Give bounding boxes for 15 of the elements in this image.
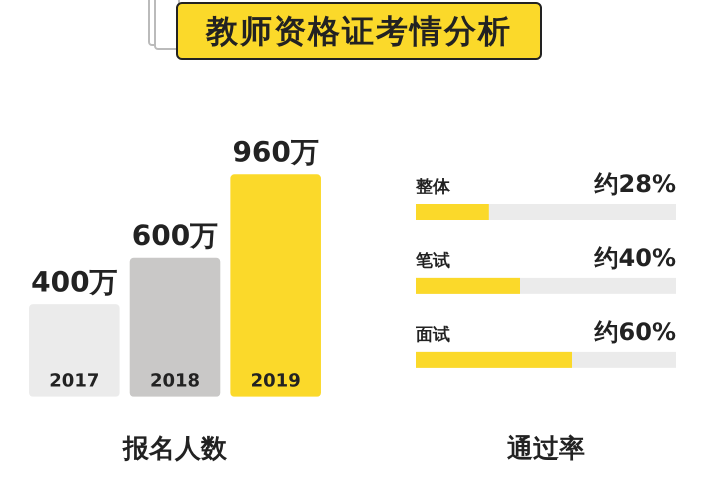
data-label: 600万 [132, 219, 218, 252]
x-axis-title: 报名人数 [122, 434, 228, 464]
x-tick-label: 2017 [49, 370, 100, 392]
data-label: 960万 [232, 136, 319, 169]
chart-title: 教师资格证考情分析 [176, 2, 542, 60]
y-tick-label: 整体 [415, 176, 451, 197]
data-label: 约40% [594, 244, 676, 272]
x-axis-title: 通过率 [507, 434, 585, 464]
data-label: 约28% [594, 170, 676, 198]
data-label: 400万 [31, 265, 118, 298]
y-tick-label: 面试 [415, 324, 450, 345]
y-tick-label: 笔试 [415, 250, 450, 271]
data-label: 约60% [594, 318, 676, 346]
x-tick-label: 2018 [150, 370, 200, 392]
x-tick-label: 2019 [250, 370, 301, 392]
